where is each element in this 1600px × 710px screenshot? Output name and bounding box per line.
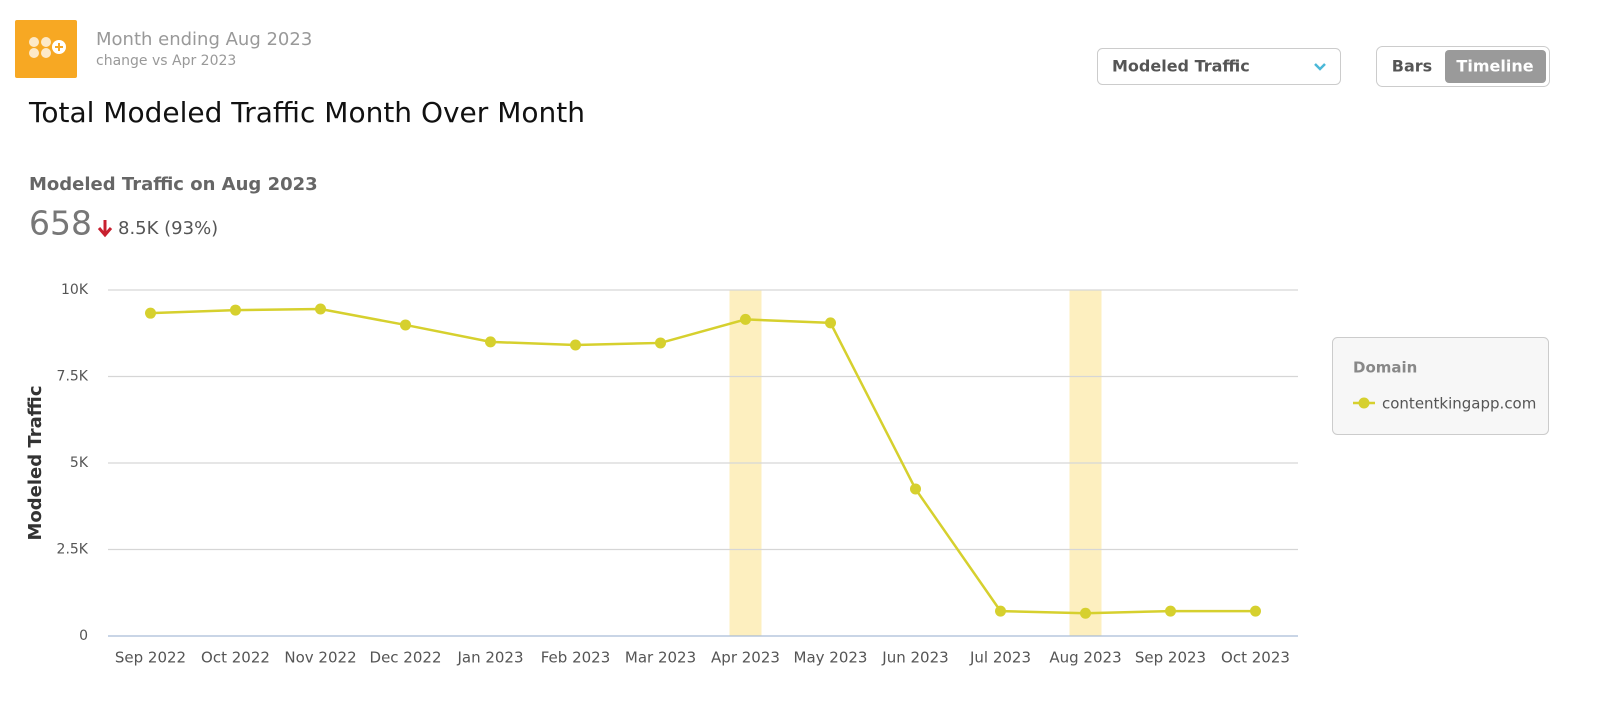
summary-value: 658 xyxy=(29,204,92,243)
x-tick-label: Dec 2022 xyxy=(370,649,442,667)
toggle-timeline[interactable]: Timeline xyxy=(1456,57,1533,76)
y-axis-label: Modeled Traffic xyxy=(25,386,46,541)
data-point xyxy=(740,313,751,325)
x-tick-label: Nov 2022 xyxy=(284,649,356,667)
down-arrow xyxy=(97,220,113,238)
y-tick-label: 7.5K xyxy=(57,369,89,385)
x-tick-label: Aug 2023 xyxy=(1049,649,1121,667)
legend-swatch xyxy=(1358,397,1370,409)
x-tick-label: Apr 2023 xyxy=(711,649,780,667)
x-tick-label: Jan 2023 xyxy=(456,649,523,667)
comparison: change vs Apr 2023 xyxy=(96,53,236,69)
x-tick-label: Oct 2023 xyxy=(1221,649,1290,667)
data-point xyxy=(570,339,581,351)
data-point xyxy=(1165,605,1176,617)
data-point xyxy=(910,483,921,495)
data-point xyxy=(145,307,156,319)
series-line xyxy=(150,307,1256,615)
data-point xyxy=(1250,605,1261,617)
logo-plus-sign xyxy=(55,43,63,51)
data-point xyxy=(1080,607,1091,619)
toggle-active[interactable] xyxy=(1445,50,1546,83)
y-tick-label: 5K xyxy=(70,455,89,471)
legend-label: contentkingapp.com xyxy=(1382,395,1536,413)
summary-change: 8.5K (93%) xyxy=(118,218,218,239)
data-point xyxy=(315,303,326,315)
x-tick-label: May 2023 xyxy=(794,649,868,667)
y-tick-label: 0 xyxy=(79,628,88,644)
summary-label: Modeled Traffic on Aug 2023 xyxy=(29,174,318,195)
metric-dropdown[interactable] xyxy=(1097,48,1341,85)
x-tick-label: Jul 2023 xyxy=(969,649,1031,667)
data-point xyxy=(230,304,241,316)
legend xyxy=(1332,337,1549,435)
data-point xyxy=(400,319,411,331)
x-tick-label: Sep 2022 xyxy=(115,649,186,667)
legend-title: Domain xyxy=(1353,359,1417,377)
y-tick-label: 2.5K xyxy=(57,542,89,558)
logo-icon xyxy=(29,37,51,58)
data-point xyxy=(825,317,836,329)
metric-select[interactable]: Modeled Traffic xyxy=(1112,57,1250,76)
x-tick-label: Sep 2023 xyxy=(1135,649,1206,667)
dropdown-arrow[interactable] xyxy=(1314,63,1326,71)
y-tick-label: 10K xyxy=(61,282,89,298)
period: Month ending Aug 2023 xyxy=(96,29,312,50)
x-tick-label: Jun 2023 xyxy=(881,649,948,667)
chart-title: Total Modeled Traffic Month Over Month xyxy=(28,96,585,129)
data-point xyxy=(995,605,1006,617)
x-tick-label: Oct 2022 xyxy=(201,649,270,667)
data-point xyxy=(655,337,666,349)
x-tick-label: Feb 2023 xyxy=(541,649,611,667)
toggle-bars[interactable]: Bars xyxy=(1392,57,1432,76)
x-tick-label: Mar 2023 xyxy=(625,649,696,667)
data-point xyxy=(485,336,496,348)
